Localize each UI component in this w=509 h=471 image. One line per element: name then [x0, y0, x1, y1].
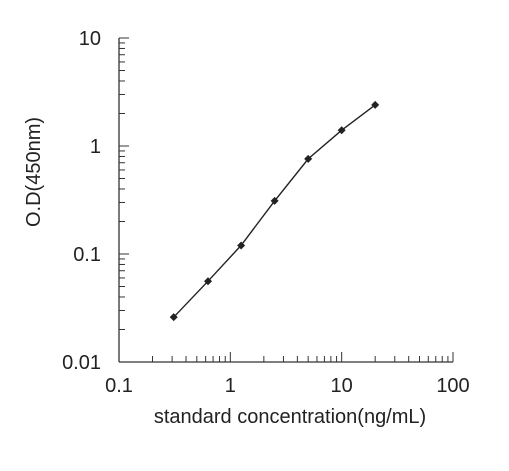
- data-point-marker: [337, 126, 346, 135]
- x-tick-label: 100: [436, 375, 469, 397]
- y-tick-label: 10: [79, 28, 101, 50]
- series-layer: [169, 100, 380, 322]
- x-tick-labels: 0.1 1 10 100: [105, 375, 470, 397]
- data-point-marker: [304, 154, 313, 163]
- data-point-marker: [169, 313, 178, 322]
- y-tick-label: 0.01: [62, 352, 101, 374]
- y-axis-title: O.D(450nm): [23, 117, 45, 227]
- data-point-marker: [270, 196, 279, 205]
- y-tick-labels: 0.01 0.1 1 10: [62, 28, 101, 374]
- x-tick-label: 1: [225, 375, 236, 397]
- data-point-marker: [237, 241, 246, 250]
- x-tick-label: 0.1: [105, 375, 133, 397]
- series-line: [173, 104, 376, 318]
- x-tick-label: 10: [331, 375, 353, 397]
- y-tick-label: 0.1: [73, 244, 101, 266]
- x-axis-title: standard concentration(ng/mL): [154, 406, 426, 428]
- axes: [118, 37, 454, 363]
- y-tick-label: 1: [90, 136, 101, 158]
- data-point-marker: [371, 100, 380, 109]
- data-point-marker: [203, 277, 212, 286]
